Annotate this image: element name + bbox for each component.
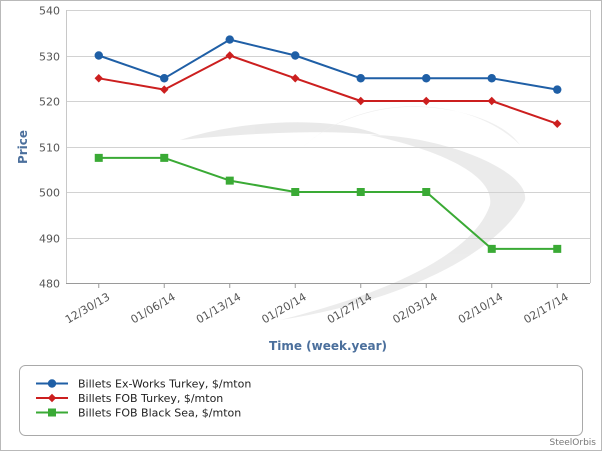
y-tick-label: 490 bbox=[39, 233, 60, 246]
legend-swatch-marker bbox=[47, 393, 57, 403]
legend-swatch-marker bbox=[47, 379, 57, 388]
data-point bbox=[160, 74, 169, 83]
legend-item: Billets FOB Turkey, $/mton bbox=[36, 392, 223, 405]
data-point bbox=[94, 51, 103, 60]
legend-item: Billets FOB Black Sea, $/mton bbox=[36, 407, 241, 420]
legend-swatch-marker bbox=[48, 408, 56, 417]
series-layer bbox=[94, 35, 562, 253]
data-point bbox=[160, 85, 169, 94]
data-point bbox=[487, 96, 496, 106]
data-point bbox=[160, 153, 169, 162]
chart-credit: SteelOrbis bbox=[549, 438, 596, 448]
data-point bbox=[487, 244, 496, 253]
y-tick-label: 510 bbox=[39, 142, 60, 155]
y-tick-label: 480 bbox=[39, 278, 60, 291]
data-point bbox=[422, 96, 431, 106]
series-0 bbox=[94, 35, 562, 94]
y-axis-title: Price bbox=[16, 130, 30, 164]
plot-frame bbox=[66, 10, 591, 284]
data-point bbox=[553, 244, 562, 253]
data-point bbox=[94, 153, 103, 162]
legend-item: Billets Ex-Works Turkey, $/mton bbox=[36, 378, 251, 391]
data-point bbox=[291, 51, 300, 60]
data-point bbox=[553, 85, 562, 94]
data-point bbox=[291, 188, 300, 196]
legend-label: Billets Ex-Works Turkey, $/mton bbox=[78, 378, 251, 391]
data-point bbox=[487, 74, 496, 83]
data-point bbox=[422, 74, 431, 83]
series-line bbox=[98, 38, 558, 91]
series-line bbox=[98, 156, 558, 250]
y-tick-label: 530 bbox=[39, 51, 60, 64]
legend-label: Billets FOB Turkey, $/mton bbox=[78, 392, 223, 405]
data-point bbox=[291, 74, 300, 83]
data-point bbox=[94, 74, 103, 83]
series-2 bbox=[94, 153, 562, 253]
series-1 bbox=[94, 51, 562, 128]
data-point bbox=[225, 176, 234, 185]
series-line bbox=[98, 54, 558, 125]
data-point bbox=[356, 74, 365, 83]
data-point bbox=[225, 35, 234, 44]
data-point bbox=[422, 188, 431, 196]
y-tick-label: 520 bbox=[39, 96, 60, 109]
y-tick-label: 500 bbox=[39, 187, 60, 200]
x-axis-title: Time (week.year) bbox=[269, 339, 387, 353]
data-point bbox=[356, 96, 365, 106]
data-point bbox=[553, 119, 562, 128]
legend-box bbox=[19, 365, 583, 436]
legend-label: Billets FOB Black Sea, $/mton bbox=[78, 407, 241, 420]
data-point bbox=[225, 51, 234, 60]
y-tick-label: 540 bbox=[39, 5, 60, 18]
data-point bbox=[356, 188, 365, 196]
y-axis-ticks: 480 490 500 510 520 530 540 bbox=[39, 5, 60, 291]
